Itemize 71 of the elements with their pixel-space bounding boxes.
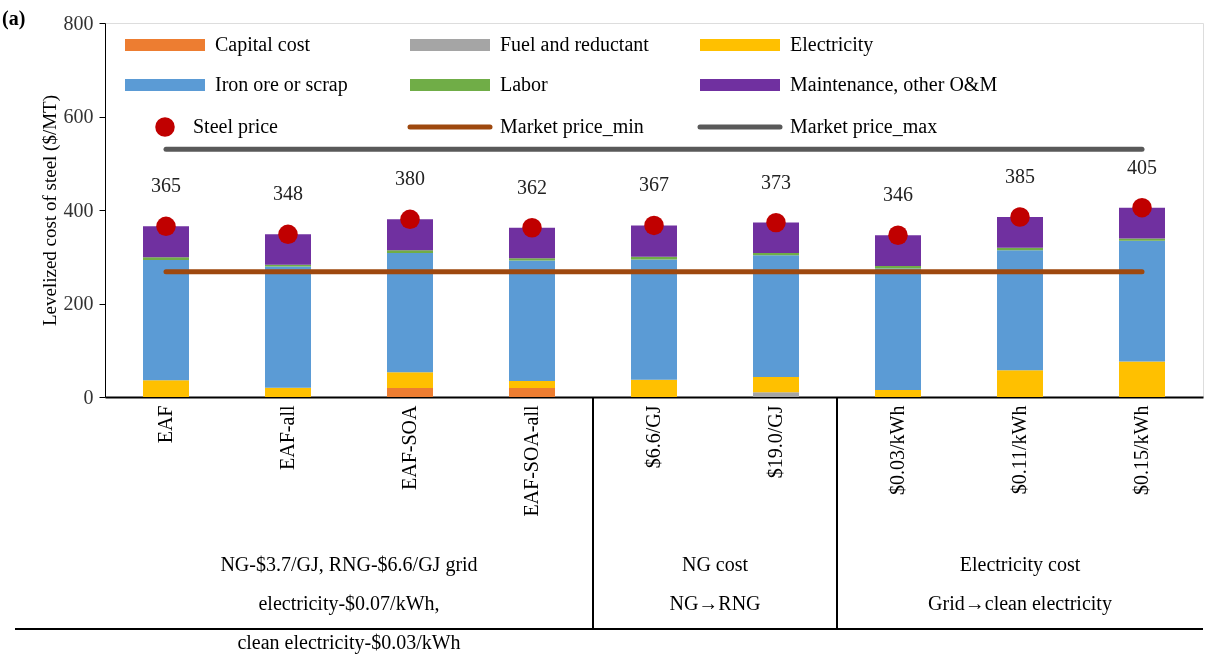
y-tick-label: 200	[63, 292, 94, 314]
legend-label: Electricity	[790, 33, 874, 56]
bar	[1119, 207, 1165, 239]
bar	[387, 250, 433, 254]
point	[888, 225, 908, 245]
point	[1010, 207, 1030, 227]
point	[766, 212, 786, 233]
legend-label: Market price_max	[790, 115, 938, 138]
text: Electricity cost Grid→clean electricity	[928, 553, 1112, 615]
data-label: 348	[273, 182, 303, 205]
y-tick-label: 400	[63, 198, 94, 221]
x-tick-label: $0.15/kWh	[1130, 405, 1152, 495]
data-label: 373	[761, 170, 791, 193]
legend-label: Iron ore or scrap	[215, 73, 348, 96]
legend-label: Market price_min	[500, 115, 644, 138]
bar	[265, 266, 311, 388]
point	[278, 224, 298, 245]
bar	[753, 392, 799, 397]
bar	[875, 389, 921, 397]
bar	[143, 257, 189, 261]
text: NG-$3.7/GJ, RNG-$6.6/GJ grid electricity-$0.07/kWh, clean electricity-$0.03/kWh	[220, 553, 478, 654]
x-tick-label: $19.0/GJ	[764, 405, 786, 479]
bar	[509, 388, 555, 397]
x-tick-label: $0.03/kWh	[886, 405, 908, 495]
bar	[387, 372, 433, 389]
y-tick-label: 0	[83, 385, 94, 408]
data-label: 362	[517, 175, 547, 198]
point	[644, 215, 664, 236]
bar	[143, 380, 189, 397]
legend-label: Maintenance, other O&M	[790, 73, 998, 95]
x-tick-label: $6.6/GJ	[642, 405, 664, 469]
legend-label: Labor	[500, 73, 549, 95]
x-tick-label: EAF-SOA-all	[520, 405, 542, 517]
x-tick-label: EAF	[154, 405, 176, 444]
data-label: 405	[1127, 155, 1157, 178]
bar	[875, 268, 921, 390]
bar	[631, 379, 677, 397]
legend-label: Fuel and reductant	[500, 33, 650, 55]
x-tick-label: EAF-all	[276, 405, 298, 470]
bar	[631, 256, 677, 260]
y-tick-label: 600	[63, 105, 94, 127]
data-label: 380	[395, 167, 425, 190]
bar	[265, 387, 311, 397]
data-label: 346	[883, 183, 913, 206]
bar	[1119, 361, 1165, 397]
point	[156, 216, 176, 237]
y-tick-label: 800	[63, 11, 94, 34]
x-tick-label: $0.11/kWh	[1008, 405, 1030, 495]
point	[1132, 197, 1152, 218]
bar	[753, 255, 799, 377]
bar	[997, 250, 1043, 371]
data-label: 365	[151, 174, 181, 197]
x-tick-label: EAF-SOA	[398, 404, 420, 490]
data-label: 385	[1005, 165, 1035, 188]
bar	[387, 388, 433, 397]
point	[522, 218, 542, 238]
legend-label: Steel price	[193, 115, 279, 138]
bar	[631, 259, 677, 380]
data-label: 367	[639, 173, 669, 196]
bar	[509, 381, 555, 389]
text: (a)	[2, 7, 26, 30]
bar	[143, 260, 189, 381]
legend-label: Capital cost	[215, 33, 311, 56]
bar	[753, 376, 799, 393]
bar	[387, 253, 433, 373]
bar	[509, 260, 555, 382]
bar	[1119, 240, 1165, 362]
y-axis-title: Levelized cost of steel ($/MT)	[38, 94, 61, 327]
text: NG cost NG→RNG	[669, 553, 761, 614]
bar	[997, 370, 1043, 397]
point	[400, 209, 420, 230]
